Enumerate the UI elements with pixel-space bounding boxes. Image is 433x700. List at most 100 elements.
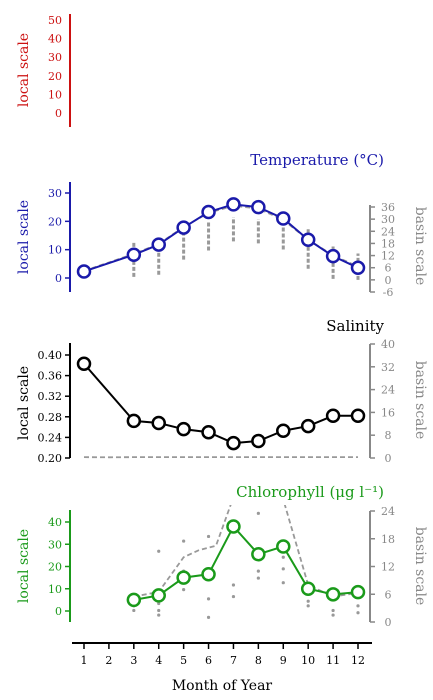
data-point bbox=[226, 519, 241, 534]
basin-point bbox=[256, 569, 260, 573]
right-tick-label: 32 bbox=[381, 361, 395, 374]
panel-1-left-axis: 0 10 20 30 local scale bbox=[16, 182, 71, 292]
data-point bbox=[176, 570, 191, 585]
data-point bbox=[151, 237, 166, 252]
data-point bbox=[226, 197, 241, 212]
data-point bbox=[251, 199, 266, 215]
basin-mean-line bbox=[83, 204, 359, 272]
x-tick-label: 9 bbox=[280, 654, 287, 667]
right-tick-label: 16 bbox=[381, 406, 395, 419]
basin-point bbox=[231, 594, 236, 599]
left-axis-title: local scale bbox=[16, 366, 32, 440]
left-tick-label: 0.28 bbox=[38, 411, 63, 424]
left-tick-label: 0 bbox=[55, 605, 62, 618]
x-tick-label: 3 bbox=[130, 654, 137, 667]
left-axis-title: local scale bbox=[16, 33, 32, 107]
basin-point bbox=[356, 604, 360, 608]
x-tick-label: 4 bbox=[155, 654, 162, 667]
panel-1-series bbox=[76, 197, 366, 279]
basin-point bbox=[157, 613, 161, 617]
right-tick-label: 24 bbox=[381, 505, 395, 518]
basin-point bbox=[157, 608, 161, 613]
data-point bbox=[126, 592, 142, 608]
left-tick-label: 0.36 bbox=[38, 370, 63, 383]
data-point bbox=[276, 423, 291, 438]
series-line bbox=[133, 524, 359, 601]
left-tick-label: 0 bbox=[55, 272, 62, 285]
data-point bbox=[151, 415, 166, 431]
right-tick-label: 18 bbox=[381, 237, 395, 250]
left-tick-label: 30 bbox=[48, 538, 62, 551]
data-point bbox=[226, 435, 241, 451]
basin-point bbox=[281, 581, 285, 585]
panel-0-left-axis: 0 10 20 30 40 50 local scale bbox=[16, 14, 71, 127]
series-line bbox=[83, 363, 358, 445]
left-tick-label: 50 bbox=[48, 14, 62, 27]
panel-3-series bbox=[126, 519, 366, 608]
data-point bbox=[300, 418, 316, 434]
panel-2-series bbox=[76, 356, 366, 451]
right-axis-title: basin scale bbox=[412, 207, 428, 286]
x-tick-label: 1 bbox=[81, 654, 88, 667]
left-tick-label: 10 bbox=[48, 244, 62, 257]
panel-title: Chlorophyll (μg l⁻¹) bbox=[236, 483, 384, 501]
panel-2-left-axis: 0.20 0.24 0.28 0.32 0.36 0.40 local scale bbox=[16, 343, 71, 465]
left-tick-label: 0 bbox=[55, 107, 62, 120]
series-line bbox=[83, 203, 359, 273]
x-tick-label: 7 bbox=[230, 654, 237, 667]
x-tick-label: 10 bbox=[301, 654, 315, 667]
left-tick-label: 40 bbox=[48, 33, 62, 46]
x-tick-label: 11 bbox=[326, 654, 340, 667]
left-tick-label: 20 bbox=[48, 215, 62, 228]
data-point bbox=[350, 408, 366, 424]
panel-title: Salinity bbox=[326, 317, 384, 335]
data-point bbox=[76, 264, 92, 279]
right-tick-label: 12 bbox=[381, 561, 395, 574]
data-point bbox=[76, 356, 92, 372]
basin-point bbox=[206, 597, 211, 601]
panel-3-left-axis: 0 10 20 30 40 local scale bbox=[16, 510, 71, 622]
data-point bbox=[325, 248, 341, 264]
data-point bbox=[300, 581, 316, 596]
left-tick-label: 10 bbox=[48, 88, 62, 101]
x-tick-label: 5 bbox=[180, 654, 187, 667]
left-tick-label: 40 bbox=[48, 516, 62, 529]
basin-point bbox=[231, 583, 236, 587]
right-tick-label: 0 bbox=[385, 616, 392, 629]
left-tick-label: 0.20 bbox=[38, 452, 63, 465]
panel-2-right-axis: 0 8 16 24 32 40 basin scale bbox=[369, 338, 428, 465]
right-tick-label: 8 bbox=[385, 429, 392, 442]
x-tick-label: 12 bbox=[351, 654, 365, 667]
basin-point bbox=[157, 601, 161, 606]
data-point bbox=[325, 408, 341, 424]
right-tick-label: 40 bbox=[381, 338, 395, 351]
basin-point bbox=[281, 567, 285, 571]
left-tick-label: 0.32 bbox=[38, 390, 63, 403]
right-tick-label: 24 bbox=[381, 384, 395, 397]
right-tick-label: 0 bbox=[385, 274, 392, 287]
left-tick-label: 0.24 bbox=[38, 431, 63, 444]
basin-point bbox=[306, 599, 310, 603]
data-point bbox=[251, 433, 266, 449]
basin-point bbox=[132, 608, 136, 613]
basin-point bbox=[206, 615, 211, 619]
right-axis-title: basin scale bbox=[412, 527, 428, 606]
left-tick-label: 10 bbox=[48, 583, 62, 596]
basin-point bbox=[356, 611, 360, 615]
x-axis-title: Month of Year bbox=[172, 678, 273, 694]
data-point bbox=[126, 413, 142, 429]
basin-point bbox=[256, 511, 260, 515]
right-tick-label: -6 bbox=[383, 286, 394, 299]
data-point bbox=[126, 247, 142, 263]
right-tick-label: 0 bbox=[385, 452, 392, 465]
data-point bbox=[276, 211, 291, 226]
panel-title: Temperature (°C) bbox=[250, 151, 384, 169]
right-tick-label: 24 bbox=[381, 225, 395, 238]
basin-point bbox=[206, 534, 211, 539]
left-axis-title: local scale bbox=[16, 529, 32, 603]
x-tick-label: 2 bbox=[105, 654, 112, 667]
